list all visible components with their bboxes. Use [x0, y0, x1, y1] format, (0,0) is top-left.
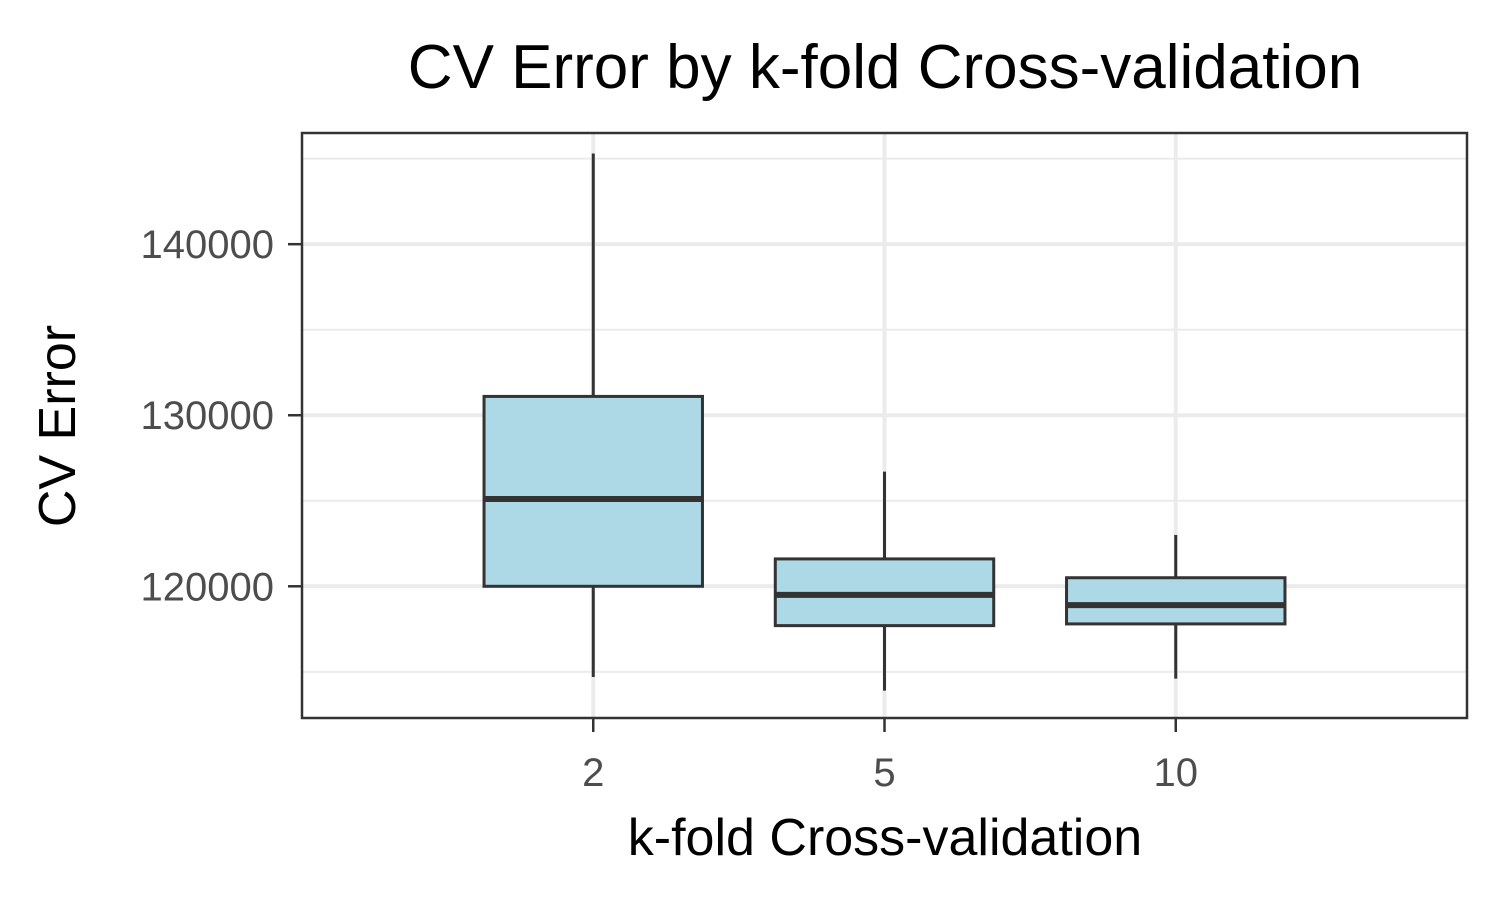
y-tick-label: 120000: [141, 565, 274, 609]
chart-title: CV Error by k-fold Cross-validation: [408, 33, 1362, 102]
x-tick-label: 5: [873, 751, 895, 795]
y-tick-label: 130000: [141, 394, 274, 438]
x-tick-label: 10: [1154, 751, 1199, 795]
y-axis-title: CV Error: [29, 325, 87, 527]
boxes: [482, 153, 1287, 691]
x-tick-label: 2: [582, 751, 604, 795]
box-2: [482, 394, 704, 588]
y-tick-label: 140000: [141, 223, 274, 267]
x-axis-title: k-fold Cross-validation: [628, 809, 1142, 867]
box-10: [1065, 576, 1287, 626]
axes: 120000 130000 140000 2 5 10: [141, 223, 1198, 795]
